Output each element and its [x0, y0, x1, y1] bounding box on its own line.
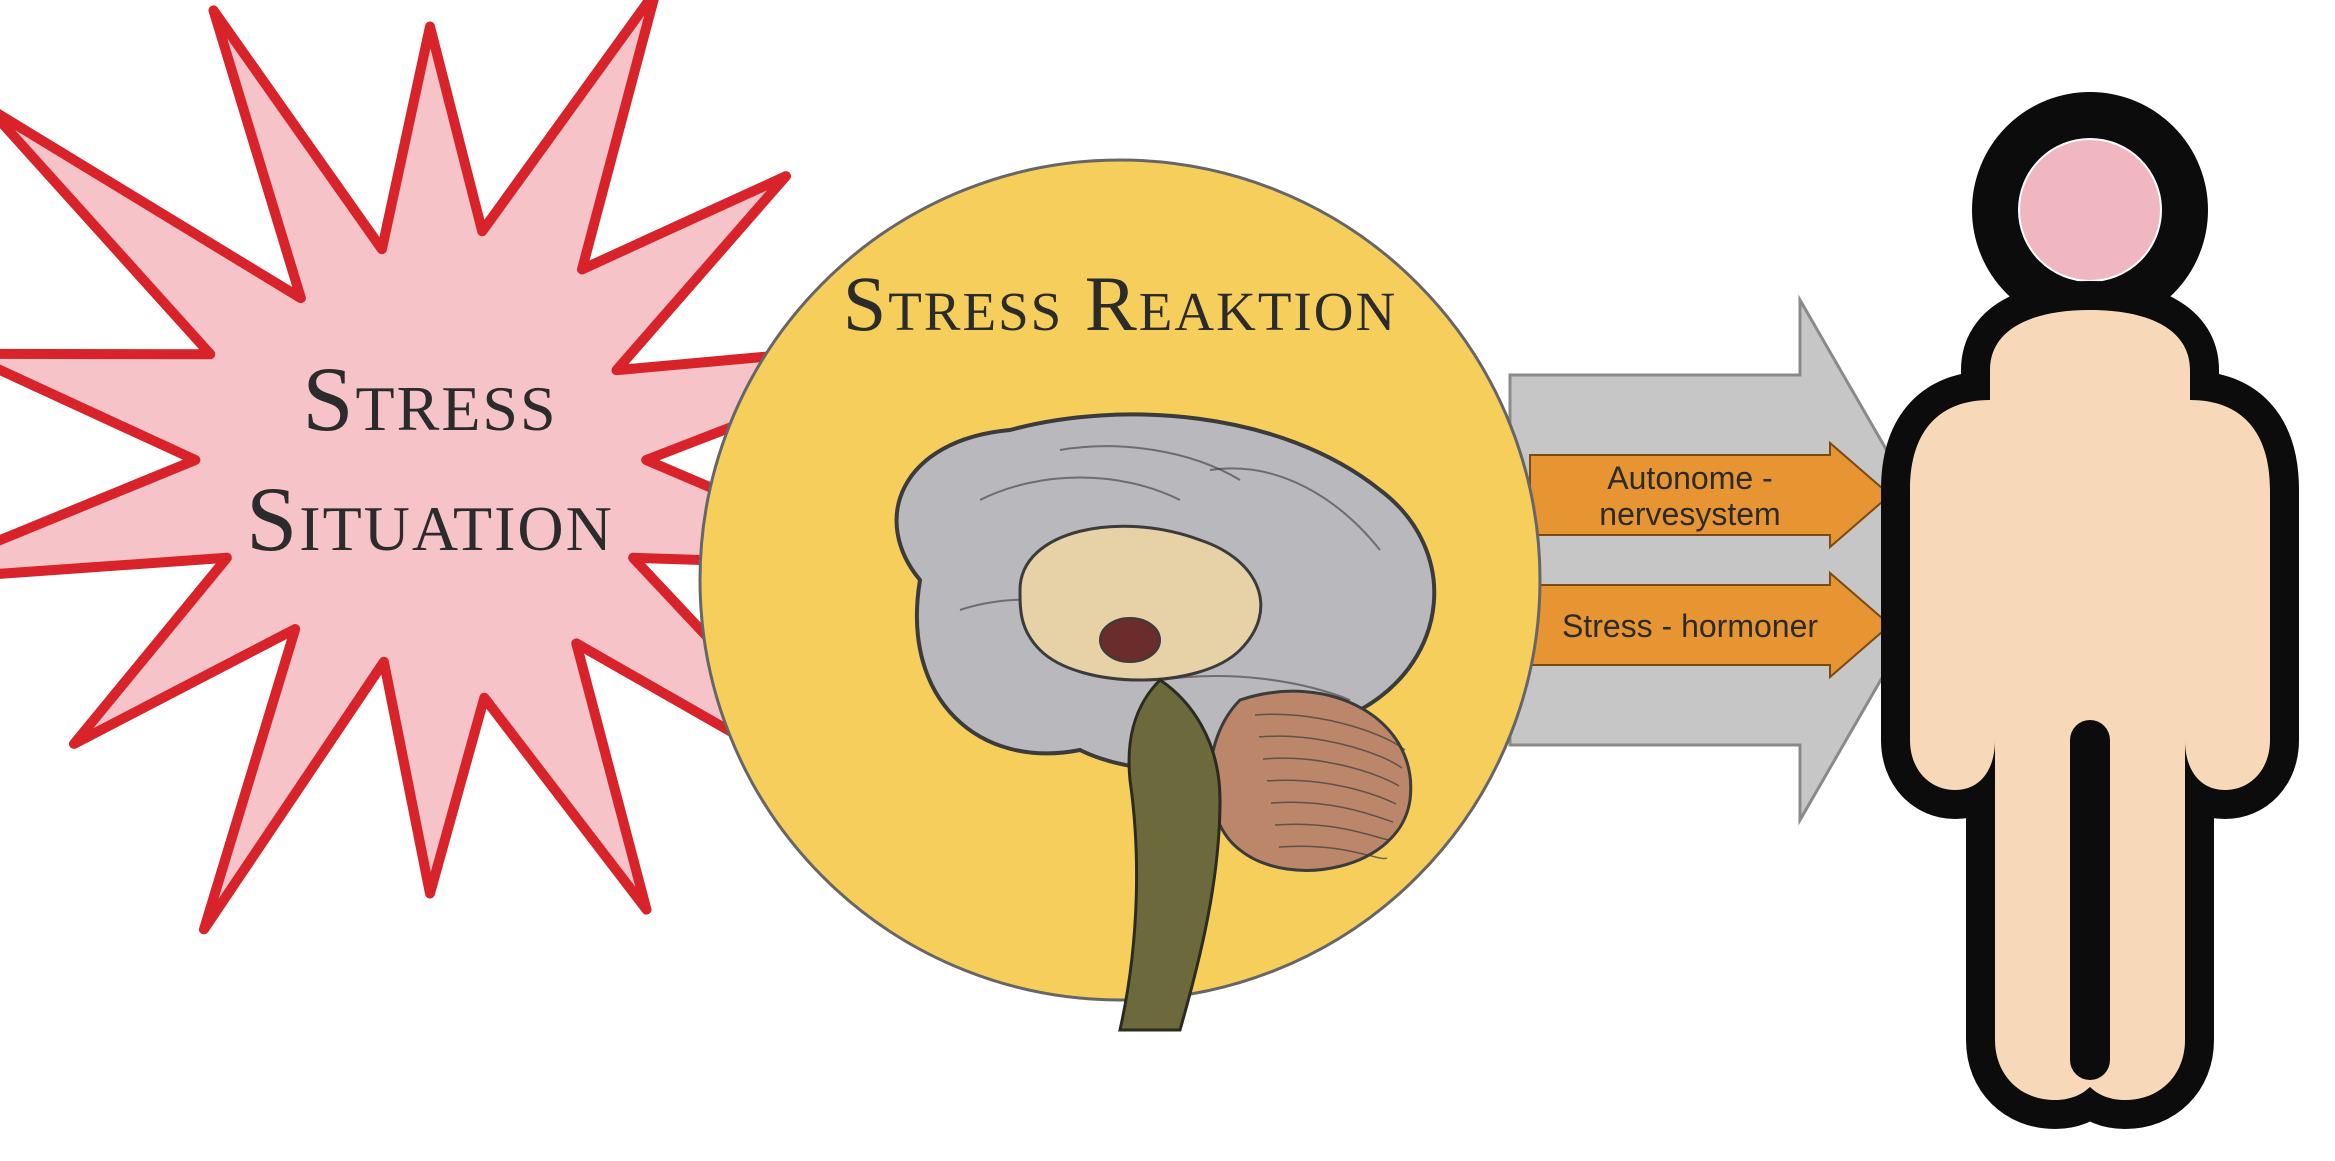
autonome-arrow-label-line1: Autonome - [1607, 460, 1772, 496]
diagram-svg: Stress Situation Autonome -nervesystem Stre… [0, 0, 2335, 1161]
person-head-fill [2020, 140, 2160, 280]
person-icon [1910, 115, 2270, 1100]
autonome-arrow-label-line2: nervesystem [1599, 496, 1780, 532]
diagram-stage: Stress Situation Autonome -nervesystem Stre… [0, 0, 2335, 1161]
stress-reaction-title: Stress Reaktion [843, 260, 1397, 347]
brain-midbrain [1100, 618, 1160, 662]
stress-situation-label-line1: Stress [302, 348, 557, 450]
stress-situation-label-line2: Situation [246, 468, 614, 570]
hormoner-arrow-label: Stress - hormoner [1562, 608, 1818, 644]
